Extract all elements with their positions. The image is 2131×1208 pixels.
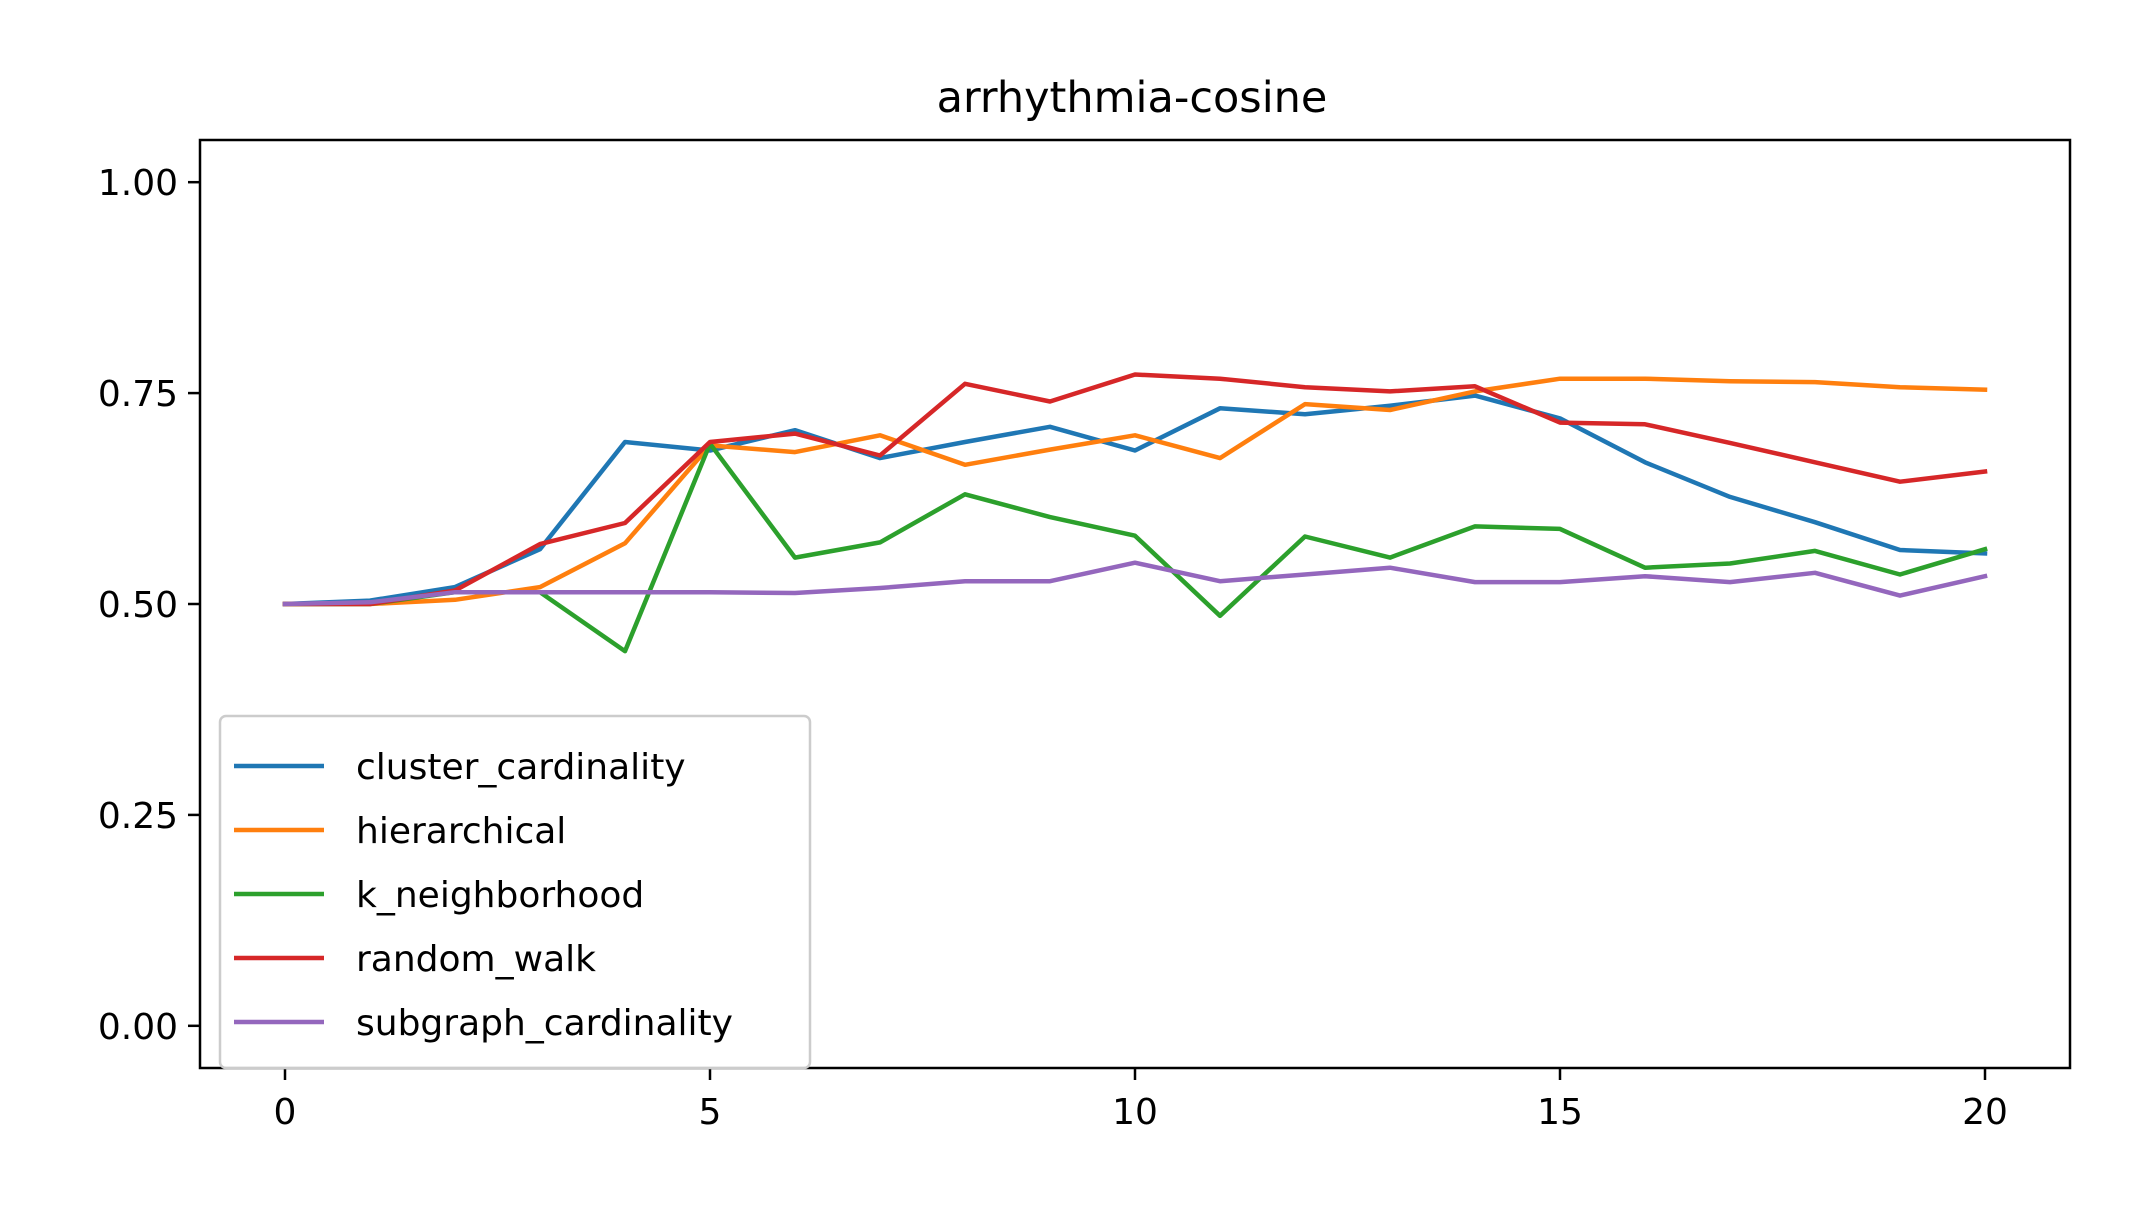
series-line-random_walk [282,372,1988,607]
x-tick-label: 15 [1537,1092,1583,1133]
legend-label-subgraph_cardinality: subgraph_cardinality [356,1003,733,1044]
legend-label-hierarchical: hierarchical [356,811,566,852]
y-tick-label: 0.00 [98,1007,178,1048]
x-tick-label: 5 [699,1092,722,1133]
x-axis: 0 5 10 15 20 [274,1068,2008,1133]
y-axis: 0.00 0.25 0.50 0.75 1.00 [98,163,200,1048]
y-tick-label: 0.25 [98,796,178,837]
chart-title: arrhythmia-cosine [937,73,1328,123]
series-line-subgraph_cardinality [282,560,1988,607]
legend-label-random_walk: random_walk [356,939,596,980]
series-line-hierarchical [282,376,1988,607]
legend-box [218,714,812,1070]
x-tick-label: 20 [1962,1092,2008,1133]
x-tick-label: 0 [274,1092,297,1133]
legend-label-k_neighborhood: k_neighborhood [356,875,644,916]
x-tick-label: 10 [1112,1092,1158,1133]
y-tick-label: 1.00 [98,163,178,204]
legend-label-cluster_cardinality: cluster_cardinality [356,747,686,788]
legend: cluster_cardinality hierarchical k_neighbo… [218,714,812,1070]
y-tick-label: 0.75 [98,374,178,415]
series-layer [282,372,1988,654]
y-tick-label: 0.50 [98,585,178,626]
series-line-cluster_cardinality [282,393,1988,607]
series-line-k_neighborhood [282,441,1988,654]
